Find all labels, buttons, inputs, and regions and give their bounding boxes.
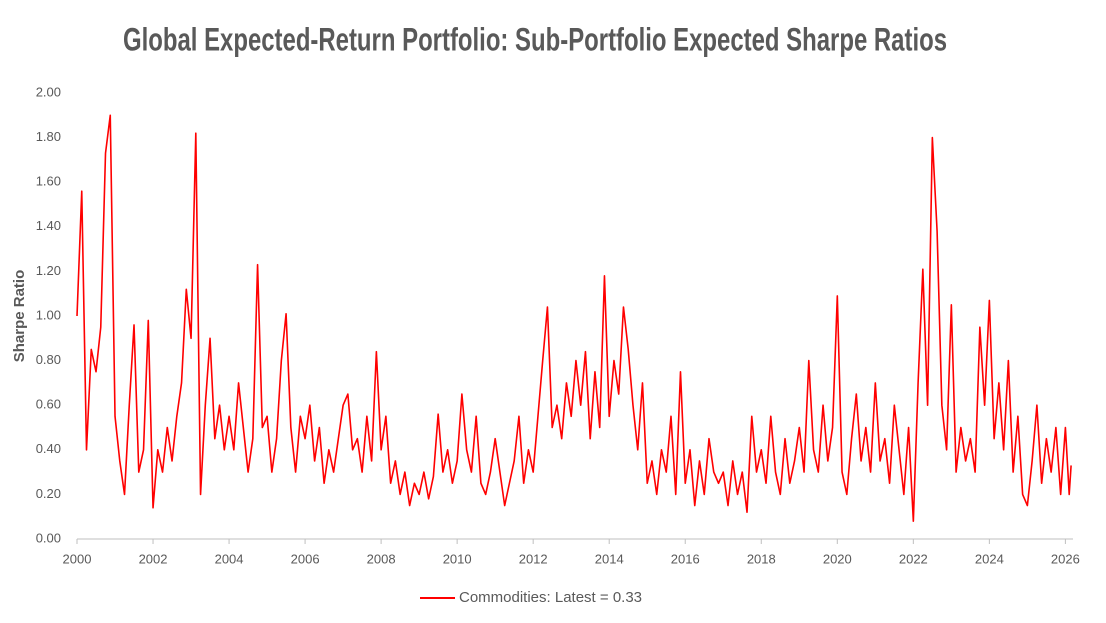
x-tick-label: 2020 — [823, 551, 852, 566]
y-tick-label: 0.20 — [36, 486, 61, 501]
x-tick-label: 2018 — [747, 551, 776, 566]
y-tick-label: 1.80 — [36, 129, 61, 144]
x-tick-label: 2012 — [519, 551, 548, 566]
y-tick-label: 1.40 — [36, 218, 61, 233]
y-tick-label: 0.00 — [36, 530, 61, 545]
y-tick-label: 1.60 — [36, 174, 61, 189]
x-tick-label: 2006 — [291, 551, 320, 566]
x-tick-label: 2026 — [1051, 551, 1080, 566]
chart-title: Global Expected-Return Portfolio: Sub-Po… — [123, 21, 947, 57]
x-tick-label: 2024 — [975, 551, 1004, 566]
x-tick-label: 2022 — [899, 551, 928, 566]
x-tick-label: 2004 — [215, 551, 244, 566]
legend-label: Commodities: Latest = 0.33 — [459, 589, 642, 606]
y-tick-label: 1.20 — [36, 263, 61, 278]
y-tick-label: 0.60 — [36, 397, 61, 412]
y-axis-label: Sharpe Ratio — [11, 270, 28, 363]
x-tick-label: 2010 — [443, 551, 472, 566]
x-tick-label: 2008 — [367, 551, 396, 566]
y-tick-label: 0.80 — [36, 352, 61, 367]
x-tick-label: 2014 — [595, 551, 624, 566]
series-line — [76, 114, 1072, 522]
x-tick-label: 2016 — [671, 551, 700, 566]
y-tick-label: 0.40 — [36, 441, 61, 456]
y-tick-label: 2.00 — [36, 84, 61, 99]
x-tick-label: 2002 — [139, 551, 168, 566]
x-tick-label: 2000 — [63, 551, 92, 566]
y-tick-label: 1.00 — [36, 307, 61, 322]
